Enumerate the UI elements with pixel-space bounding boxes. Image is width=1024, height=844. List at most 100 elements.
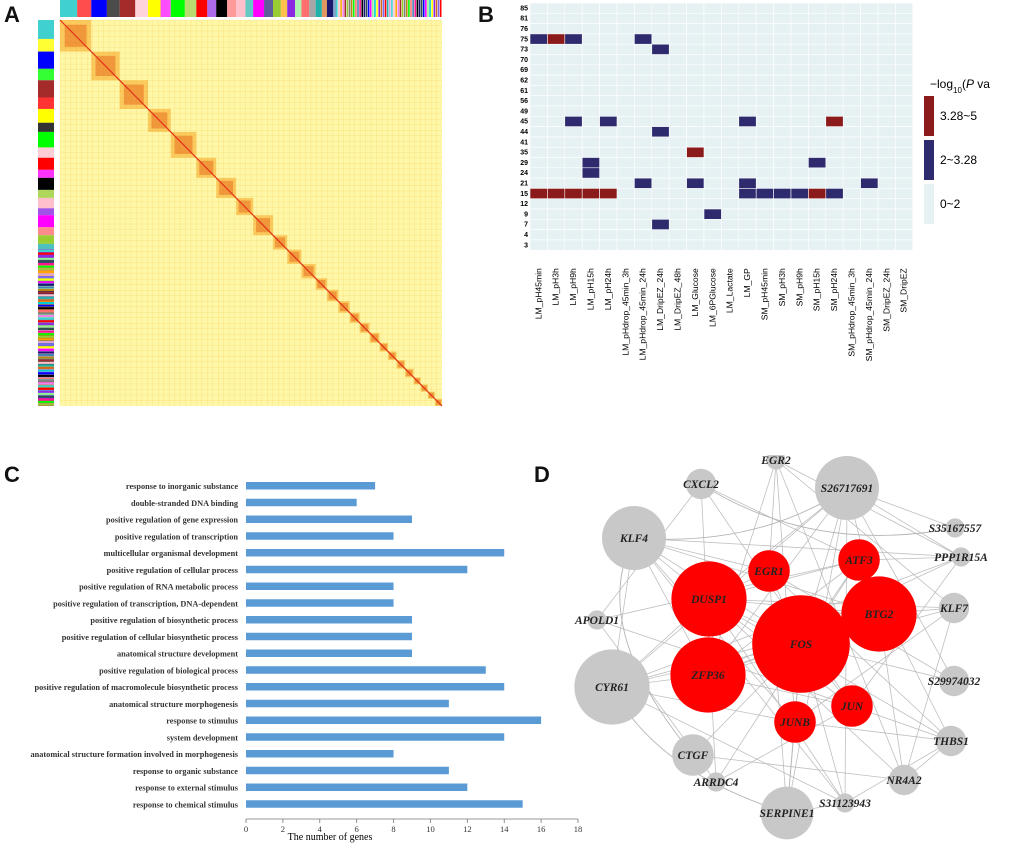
heat-cell [616, 239, 635, 251]
heat-cell [599, 177, 618, 189]
heat-cell [842, 43, 861, 55]
heat-cell [703, 105, 722, 117]
heat-cell [825, 64, 844, 76]
node-klf4: KLF4 [602, 506, 666, 570]
heat-cell [738, 136, 757, 148]
heat-cell-significant [599, 188, 618, 199]
heat-cell [808, 177, 827, 189]
heat-cell [721, 177, 740, 189]
left-module-stripe [38, 382, 54, 385]
heat-cell [547, 64, 566, 76]
heat-cell [686, 116, 705, 127]
heat-cell [790, 177, 809, 189]
row-label: 24 [520, 170, 528, 177]
heat-cell [581, 2, 600, 14]
heat-cell [668, 74, 687, 86]
heat-cell [738, 126, 757, 138]
node-klf7: KLF7 [938, 592, 969, 624]
heat-cell [877, 219, 896, 230]
left-module-stripe [38, 270, 54, 273]
node-circle [602, 506, 666, 570]
heat-cell [808, 95, 827, 107]
module-color-bar-left [38, 20, 54, 406]
heat-cell [616, 229, 635, 241]
heat-cell [721, 157, 740, 169]
heat-cell [825, 219, 844, 230]
go-term-bar [246, 716, 542, 724]
heat-cell-significant [651, 126, 670, 138]
heat-cell [703, 64, 722, 76]
heat-cell [877, 146, 896, 158]
heat-cell [877, 177, 896, 189]
heat-cell [529, 219, 548, 230]
network-edge [715, 705, 853, 783]
heat-cell-significant [634, 177, 653, 189]
top-module-stripe [336, 0, 338, 17]
left-module-swatch [38, 169, 54, 178]
left-module-stripe [38, 356, 54, 359]
top-module-stripe [416, 0, 419, 17]
heat-cell [547, 85, 566, 97]
heat-cell [860, 54, 879, 66]
heat-cell [755, 13, 774, 24]
heat-cell [842, 219, 861, 230]
heat-cell-significant [634, 33, 653, 45]
heat-cell [581, 219, 600, 230]
heat-cell [668, 23, 687, 35]
heat-cell [564, 157, 583, 169]
gene-interaction-network: EGR2 CXCL2 S26717691 S35167557 PPP1R15A KLF4 A… [574, 455, 988, 840]
heat-cell [529, 208, 548, 220]
row-label: 81 [520, 16, 528, 23]
heat-cell [564, 64, 583, 76]
heat-cell [634, 105, 653, 117]
row-label: 15 [520, 191, 528, 198]
top-module-swatch [295, 0, 302, 17]
heat-cell [790, 64, 809, 76]
left-module-stripe [38, 361, 54, 364]
heat-cell [877, 188, 896, 199]
heat-cell [808, 136, 827, 148]
heat-cell [529, 146, 548, 158]
heat-cell [877, 54, 896, 66]
heat-cell [703, 33, 722, 45]
row-label: 4 [524, 232, 528, 239]
heat-cell [616, 146, 635, 158]
heat-cell [842, 208, 861, 220]
node-circle [706, 772, 726, 792]
heat-cell [790, 116, 809, 127]
network-edge [700, 483, 860, 561]
heat-cell [686, 198, 705, 210]
go-term-label: anatomical structure development [117, 650, 238, 659]
top-module-stripe [433, 0, 436, 17]
heat-cell [895, 219, 914, 230]
left-module-stripe [38, 338, 54, 341]
top-module-stripe [427, 0, 429, 17]
heat-cell [895, 188, 914, 199]
heat-cell [581, 198, 600, 210]
heat-cell [773, 239, 792, 251]
heat-cell [738, 105, 757, 117]
left-module-stripe [38, 299, 54, 302]
trait-association-heatmap: 8581767573706962615649454441352924211512… [520, 2, 990, 361]
heat-cell [703, 188, 722, 199]
heat-cell [842, 85, 861, 97]
heat-cell [808, 105, 827, 117]
heat-cell [703, 126, 722, 138]
heat-cell [547, 54, 566, 66]
heat-cell [616, 157, 635, 169]
heat-cell [668, 188, 687, 199]
row-label: 35 [520, 150, 528, 157]
heat-cell [755, 126, 774, 138]
heat-cell [564, 208, 583, 220]
heat-cell [616, 198, 635, 210]
row-label: 62 [520, 78, 528, 85]
heat-cell [668, 198, 687, 210]
heat-cell-significant [703, 208, 722, 220]
heat-cell [755, 229, 774, 241]
heat-cell [564, 23, 583, 35]
heat-cell [581, 33, 600, 45]
row-label: 21 [520, 181, 528, 188]
heat-cell [860, 167, 879, 179]
left-module-swatch [38, 80, 54, 98]
heat-cell [651, 198, 670, 210]
